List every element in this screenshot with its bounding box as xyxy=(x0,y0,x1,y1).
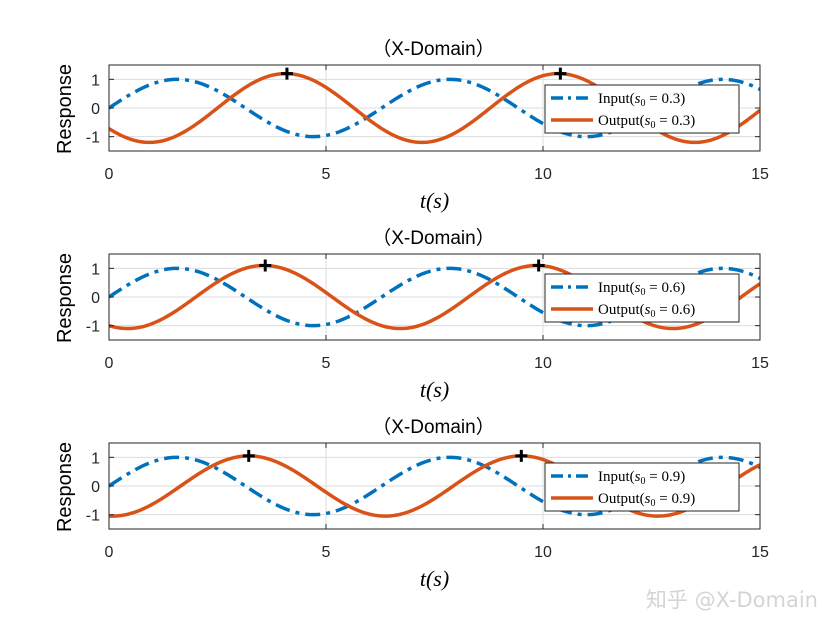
peak-marker xyxy=(242,449,255,462)
y-tick-label: -1 xyxy=(86,130,100,147)
legend-box xyxy=(544,273,740,323)
x-axis-label: t(s) xyxy=(420,377,449,402)
x-tick-label: 15 xyxy=(751,544,769,561)
x-tick-label: 0 xyxy=(105,355,114,372)
x-tick-label: 10 xyxy=(534,544,552,561)
legend: Input(s0 = 0.6) Output(s0 = 0.6) xyxy=(544,273,740,323)
legend: Input(s0 = 0.9) Output(s0 = 0.9) xyxy=(544,462,740,512)
peak-marker xyxy=(515,449,528,462)
y-tick-label: 0 xyxy=(91,479,100,496)
x-tick-label: 5 xyxy=(322,166,331,183)
y-tick-label: 0 xyxy=(91,290,100,307)
y-tick-label: -1 xyxy=(86,319,100,336)
x-tick-label: 15 xyxy=(751,166,769,183)
chart-title: （X-Domain） xyxy=(372,38,494,60)
chart-title: （X-Domain） xyxy=(372,416,494,438)
x-axis-label: t(s) xyxy=(420,188,449,213)
output-series-line xyxy=(109,454,760,518)
x-tick-label: 5 xyxy=(322,544,331,561)
x-axis-label: t(s) xyxy=(420,566,449,591)
subplot-2: 0 5 10 1510-1（X-Domain）Responset(s)Input(s0… xyxy=(54,227,769,402)
legend-output-label: Output(s0 = 0.3) xyxy=(598,113,695,131)
watermark: 知乎 @X-Domain xyxy=(645,588,818,612)
legend-box xyxy=(544,84,740,134)
y-tick-label: 1 xyxy=(91,450,100,467)
peak-marker xyxy=(259,259,272,272)
y-tick-label: -1 xyxy=(86,508,100,525)
y-axis-label: Response xyxy=(54,64,76,154)
x-tick-label: 5 xyxy=(322,355,331,372)
legend-output-label: Output(s0 = 0.9) xyxy=(598,491,695,509)
subplot-1: 0 5 10 1510-1（X-Domain）Responset(s)Input(s0… xyxy=(54,38,769,213)
peak-marker xyxy=(554,67,567,80)
legend-output-label: Output(s0 = 0.6) xyxy=(598,302,695,320)
legend: Input(s0 = 0.3) Output(s0 = 0.3) xyxy=(544,84,740,134)
y-tick-label: 0 xyxy=(91,101,100,118)
y-axis-label: Response xyxy=(54,253,76,343)
y-tick-label: 1 xyxy=(91,72,100,89)
legend-input-label: Input(s0 = 0.9) xyxy=(598,469,685,487)
peak-marker xyxy=(280,67,293,80)
subplot-3: 0 5 10 1510-1（X-Domain）Responset(s)Input(s0… xyxy=(54,416,769,591)
y-tick-label: 1 xyxy=(91,261,100,278)
x-tick-label: 0 xyxy=(105,544,114,561)
output-series-line xyxy=(109,263,760,331)
peak-marker xyxy=(532,259,545,272)
x-tick-label: 10 xyxy=(534,355,552,372)
x-tick-label: 10 xyxy=(534,166,552,183)
y-axis-label: Response xyxy=(54,442,76,532)
chart-title: （X-Domain） xyxy=(372,227,494,249)
legend-input-label: Input(s0 = 0.6) xyxy=(598,280,685,298)
legend-box xyxy=(544,462,740,512)
legend-input-label: Input(s0 = 0.3) xyxy=(598,91,685,109)
x-tick-label: 15 xyxy=(751,355,769,372)
x-tick-label: 0 xyxy=(105,166,114,183)
